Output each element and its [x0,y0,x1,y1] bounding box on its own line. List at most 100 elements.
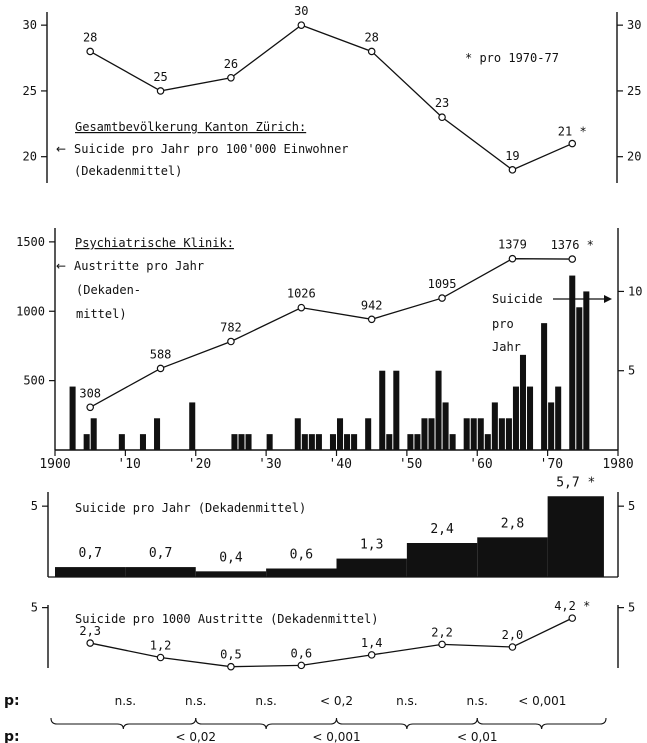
clinic-ytick-label: 1000 [16,304,45,318]
suicide-year-bar [344,434,351,450]
suicide-year-bar [569,275,576,450]
suicide-year-bar [69,386,76,450]
suicide-year-bar [238,434,245,450]
per1000-data-label: 4,2 * [554,599,590,613]
suicide-year-bar [576,307,583,450]
clinic-xtick-label: '40 [329,457,352,472]
p-pair-label: p: [4,729,20,743]
population-point [86,47,94,56]
suicide-year-bar [90,418,97,450]
per1000-point [86,639,94,647]
p-values: p: n.s. n.s. n.s. < 0,2 n.s. n.s. < 0,001 p: <… [4,693,607,743]
suicide-year-bar [393,370,400,450]
per1000-data-label: 2,2 [431,625,453,639]
suicide-year-bar [301,434,308,450]
p-adjacent-label: n.s. [467,694,489,708]
decade-ytick-label: 5 [31,499,38,513]
suicide-year-bar [527,386,534,450]
suicide-year-bar [83,434,90,450]
clinic-xtick-label: 1980 [602,457,633,472]
clinic-series-line [89,258,573,408]
population-point [156,87,165,95]
population-data-label: 19 [505,149,519,163]
clinic-xtick-label: '50 [399,457,422,472]
decade-bar-label: 5,7 * [556,475,595,490]
suicide-year-bar [583,291,590,450]
population-point [227,73,235,82]
suicide-year-bar [154,418,161,450]
clinic-point [297,303,306,312]
suicide-year-bar [541,323,548,450]
population-data-label: 28 [364,30,378,44]
suicide-label-2: pro [492,317,514,331]
per1000-data-label: 0,6 [290,646,312,660]
population-data-label: 21 * [558,125,587,139]
suicide-year-bar [245,434,252,450]
per1000-point [367,651,376,659]
clinic-xtick-label: '20 [188,457,211,472]
clinic-data-label: 1376 * [551,238,594,252]
population-point [367,47,376,56]
suicide-year-bar [329,434,336,450]
population-right-ytick-label: 25 [627,84,641,98]
panel-suicides-decade: 5 5 0,7 0,7 0,4 0,6 1,3 2,4 2,8 5,7 * Suicide pr… [31,475,635,578]
suicide-year-bar [315,434,322,450]
clinic-data-label: 782 [220,320,242,334]
p-adjacent-label: n.s. [396,694,418,708]
decade-right-ytick-label: 5 [628,499,635,513]
clinic-point [227,337,235,346]
clinic-ytick-label: 500 [23,374,45,388]
decade-bar-label: 0,6 [290,548,313,563]
population-point [508,166,517,174]
p-pair-value: < 0,02 [175,730,216,743]
legend-note: * pro 1970-77 [465,51,559,65]
clinic-point [86,403,94,412]
clinic-line3: mittel) [76,307,127,321]
population-data-label: 26 [224,57,238,71]
suicide-year-bar [442,402,449,450]
suicide-year-bar [463,418,470,450]
left-arrow-icon: ← [56,259,66,273]
per1000-ytick-label: 5 [31,601,38,615]
per1000-point [227,662,235,671]
clinic-point [568,255,577,263]
clinic-xtick-label: '60 [469,457,492,472]
clinic-title: Psychiatrische Klinik: [75,236,234,250]
clinic-xtick-label: '70 [540,457,563,472]
decade-bar [547,496,604,577]
clinic-line2: (Dekaden- [76,283,141,297]
suicide-year-bar [555,386,562,450]
clinic-xtick-label: 1900 [39,457,70,472]
per1000-data-label: 1,4 [361,636,383,650]
right-arrow-head [604,295,612,303]
per1000-point [508,643,517,651]
suicide-year-bar [512,386,519,450]
clinic-point [367,315,376,324]
population-ytick-label: 25 [23,84,37,98]
clinic-xtick-label: '10 [117,457,140,472]
clinic-ytick-label: 1500 [16,235,45,249]
decade-bar [55,567,126,577]
population-ytick-label: 20 [23,150,37,164]
decade-bar-label: 2,8 [501,516,524,531]
population-ytick-label: 30 [23,18,37,32]
clinic-data-label: 942 [361,298,383,312]
decade-bar [195,571,267,577]
clinic-data-label: 308 [79,386,101,400]
decade-bar [125,567,196,577]
p-label: p: [4,693,20,709]
per1000-point [156,653,165,662]
population-line2: (Dekadenmittel) [74,164,182,178]
p-adjacent-label: n.s. [115,694,137,708]
suicide-year-bar [491,402,498,450]
per1000-data-label: 2,0 [502,628,524,642]
suicide-label-3: Jahr [492,340,521,354]
suicide-year-bar [337,418,344,450]
p-adjacent-label: n.s. [185,694,207,708]
clinic-point [156,364,165,373]
population-point [568,139,577,148]
suicide-year-bar [294,418,301,450]
decade-bar [336,558,407,577]
left-arrow-icon: ← [56,142,66,156]
clinic-data-label: 588 [150,347,172,361]
